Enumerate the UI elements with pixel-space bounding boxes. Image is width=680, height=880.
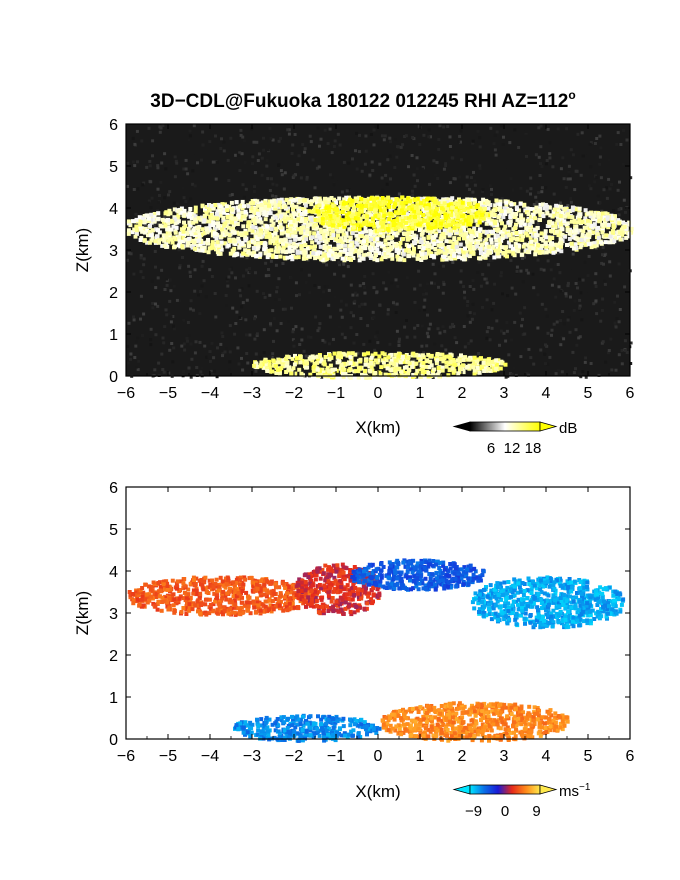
title-degree: o [568, 88, 575, 102]
colorbar-scale [469, 784, 541, 795]
y-tick-label: 3 [109, 243, 118, 260]
colorbar-unit-base: ms [559, 783, 579, 800]
reflectivity-field [126, 124, 634, 380]
y-tick-label: 4 [109, 564, 118, 581]
x-tick-label: −5 [159, 385, 177, 402]
title-text: 3D−CDL@Fukuoka 180122 012245 RHI AZ=112 [150, 91, 568, 112]
velocity-ticks: −6 −5 −4 −3 −2 −1 0 1 2 3 4 5 6 0 1 2 3 4 5 6 [109, 480, 634, 765]
y-tick-label: 2 [109, 648, 118, 665]
figure-title: 3D−CDL@Fukuoka 180122 012245 RHI AZ=112o [150, 88, 575, 112]
x-tick-label: 3 [500, 385, 509, 402]
y-tick-label: 2 [109, 285, 118, 302]
y-tick-label: 6 [109, 480, 118, 497]
colorbar-scale [469, 421, 541, 432]
colorbar-high-arrow [539, 784, 558, 795]
y-tick-label: 0 [109, 732, 118, 749]
radial_velocity-cloud-layer-1 [294, 562, 382, 617]
svg-text:3D−CDL@Fukuoka 180122 012245 R: 3D−CDL@Fukuoka 180122 012245 RHI AZ=112o [150, 88, 575, 112]
colorbar-unit-exponent: −1 [579, 782, 591, 793]
x-tick-label: −1 [327, 748, 345, 765]
colorbar-tick-label: 18 [525, 440, 542, 457]
x-tick-label: −4 [201, 748, 219, 765]
x-tick-label: 0 [374, 748, 383, 765]
x-tick-label: −1 [327, 385, 345, 402]
colorbar-tick-label: 9 [532, 803, 540, 820]
radial_velocity-cloud-layer-3 [470, 575, 626, 630]
colorbar-unit-base: dB [559, 420, 577, 437]
x-tick-label: −6 [117, 748, 135, 765]
reflectivity-colorbar: dB 6 12 18 [452, 420, 577, 457]
x-tick-label: 0 [374, 385, 383, 402]
velocity-x-axis-label: X(km) [355, 782, 400, 801]
radial_velocity-cloud-layer-2 [350, 558, 486, 592]
x-tick-label: 6 [626, 385, 635, 402]
radial_velocity-low-layer-5 [380, 701, 570, 743]
y-tick-label: 6 [109, 117, 118, 134]
reflectivity-ticks: −6 −5 −4 −3 −2 −1 0 1 2 3 4 5 6 0 1 2 3 4 5 6 [109, 117, 634, 402]
colorbar-unit: ms−1 [559, 782, 591, 800]
reflectivity-ground-clutter-2 [252, 351, 508, 380]
colorbar-unit: dB [559, 420, 577, 437]
x-tick-label: 6 [626, 748, 635, 765]
colorbar-tick-label: −9 [465, 803, 482, 820]
colorbar-tick-label: 0 [501, 803, 509, 820]
velocity-y-axis-label: Z(km) [73, 591, 92, 635]
x-tick-label: 2 [458, 748, 467, 765]
y-tick-label: 5 [109, 159, 118, 176]
velocity-colorbar: ms−1 −9 0 9 [452, 782, 591, 820]
x-tick-label: −6 [117, 385, 135, 402]
x-tick-label: 5 [584, 385, 593, 402]
x-tick-label: 1 [416, 385, 425, 402]
reflectivity-strong-echo-1 [307, 195, 491, 233]
y-tick-label: 5 [109, 522, 118, 539]
y-tick-label: 3 [109, 606, 118, 623]
y-tick-label: 0 [109, 369, 118, 386]
colorbar-low-arrow [452, 784, 471, 795]
radial_velocity-low-layer-4 [233, 713, 382, 743]
colorbar-low-arrow [452, 421, 471, 432]
reflectivity-x-axis-label: X(km) [355, 418, 400, 437]
x-tick-label: −3 [243, 748, 261, 765]
colorbar-high-arrow [539, 421, 558, 432]
x-tick-label: −2 [285, 385, 303, 402]
x-tick-label: 4 [542, 385, 551, 402]
x-tick-label: 4 [542, 748, 551, 765]
x-tick-label: −2 [285, 748, 303, 765]
colorbar-tick-label: 6 [487, 440, 495, 457]
velocity-panel: −6 −5 −4 −3 −2 −1 0 1 2 3 4 5 6 0 1 2 3 4 5 6 X(km) Z(km) m… [73, 480, 635, 820]
y-tick-label: 1 [109, 690, 118, 707]
reflectivity-y-axis-label: Z(km) [73, 228, 92, 272]
colorbar-tick-label: 12 [504, 440, 521, 457]
x-tick-label: 3 [500, 748, 509, 765]
x-tick-label: −4 [201, 385, 219, 402]
x-tick-label: 5 [584, 748, 593, 765]
x-tick-label: 2 [458, 385, 467, 402]
x-tick-label: 1 [416, 748, 425, 765]
y-tick-label: 4 [109, 201, 118, 218]
x-tick-label: −3 [243, 385, 261, 402]
y-tick-label: 1 [109, 327, 118, 344]
velocity-field [126, 487, 630, 743]
x-tick-label: −5 [159, 748, 177, 765]
